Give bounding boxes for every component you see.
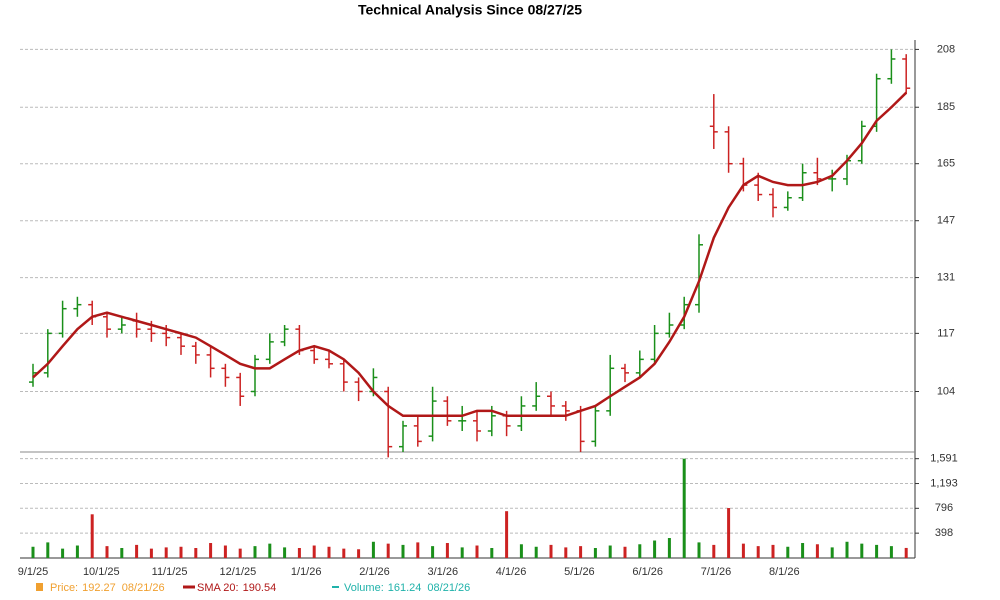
volume-bar xyxy=(105,546,109,558)
volume-bar xyxy=(445,543,449,558)
volume-bar xyxy=(904,547,908,558)
y-tick-label: 796 xyxy=(935,502,953,514)
chart-title: Technical Analysis Since 08/27/25 xyxy=(358,2,582,18)
volume-bar xyxy=(667,538,671,558)
y-tick-label: 1,591 xyxy=(930,453,958,465)
volume-bar xyxy=(312,545,316,558)
y-tick-label: 147 xyxy=(937,215,955,227)
y-tick-label: 131 xyxy=(937,271,955,283)
volume-bar xyxy=(31,546,35,558)
volume-bar xyxy=(889,546,893,558)
x-tick-label: 2/1/26 xyxy=(359,566,390,578)
volume-bar xyxy=(268,543,272,558)
x-tick-label: 6/1/26 xyxy=(632,566,663,578)
volume-bar xyxy=(401,544,405,558)
volume-bar xyxy=(505,511,509,558)
volume-bar xyxy=(534,546,538,558)
volume-bar xyxy=(357,549,361,558)
x-tick-label: 12/1/25 xyxy=(220,566,257,578)
volume-bar xyxy=(297,548,301,558)
x-tick-label: 5/1/26 xyxy=(564,566,595,578)
y-tick-label: 104 xyxy=(937,385,955,397)
volume-bar xyxy=(771,544,775,558)
legend-date: 08/21/26 xyxy=(122,582,165,594)
volume-bar xyxy=(608,545,612,558)
x-tick-label: 1/1/26 xyxy=(291,566,322,578)
volume-bar xyxy=(61,548,65,558)
volume-bar xyxy=(386,543,390,558)
y-tick-label: 398 xyxy=(935,527,953,539)
volume-bar xyxy=(475,545,479,558)
volume-bar xyxy=(593,548,597,558)
volume-bar xyxy=(135,544,139,558)
volume-bar xyxy=(623,546,627,558)
legend-swatch xyxy=(36,583,43,591)
legend-text: Price: 192.27 08/21/26 xyxy=(50,582,165,594)
legend-label: Price: xyxy=(50,582,78,594)
volume-bar xyxy=(830,547,834,558)
legend-value: 190.54 xyxy=(243,582,277,594)
volume-bar xyxy=(519,544,523,558)
x-tick-label: 3/1/26 xyxy=(428,566,459,578)
legend-date: 08/21/26 xyxy=(427,582,470,594)
volume-bar xyxy=(490,548,494,558)
volume-bar xyxy=(342,548,346,558)
volume-bar xyxy=(682,458,686,558)
volume-bar xyxy=(460,547,464,558)
volume-bar xyxy=(223,545,227,558)
volume-bar xyxy=(431,546,435,558)
volume-bar xyxy=(283,547,287,558)
x-tick-label: 7/1/26 xyxy=(701,566,732,578)
volume-bar xyxy=(549,544,553,558)
y-tick-label: 208 xyxy=(937,43,955,55)
volume-bar xyxy=(164,547,168,558)
x-tick-label: 9/1/25 xyxy=(18,566,49,578)
volume-bar xyxy=(638,544,642,558)
y-tick-label: 1,193 xyxy=(930,477,958,489)
volume-bar xyxy=(371,541,375,558)
y-tick-label: 117 xyxy=(937,327,955,339)
volume-bar xyxy=(727,508,731,558)
volume-bar xyxy=(564,547,568,558)
volume-bar xyxy=(46,542,50,558)
volume-bar xyxy=(875,544,879,558)
volume-bar xyxy=(253,546,257,558)
legend-text: Volume: 161.24 08/21/26 xyxy=(344,582,470,594)
volume-bar xyxy=(75,545,79,558)
volume-bar xyxy=(756,546,760,558)
volume-bar xyxy=(653,540,657,558)
x-tick-label: 4/1/26 xyxy=(496,566,527,578)
volume-bar xyxy=(712,544,716,558)
legend-label: SMA 20: xyxy=(197,582,239,594)
volume-bar xyxy=(801,543,805,558)
legend-text: SMA 20: 190.54 xyxy=(197,582,276,594)
volume-bar xyxy=(149,548,153,558)
x-tick-label: 11/1/25 xyxy=(152,566,188,578)
volume-bar xyxy=(416,542,420,558)
legend-value: 192.27 xyxy=(82,582,116,594)
volume-bar xyxy=(179,546,183,558)
volume-bar xyxy=(579,546,583,558)
volume-bar xyxy=(860,543,864,558)
volume-bar xyxy=(194,548,198,558)
volume-bar xyxy=(815,544,819,558)
legend-label: Volume: xyxy=(344,582,384,594)
y-tick-label: 165 xyxy=(937,158,955,170)
volume-bar xyxy=(90,514,94,558)
sma-line xyxy=(32,91,908,418)
volume-bar xyxy=(845,541,849,558)
volume-bar xyxy=(209,543,213,558)
volume-bar xyxy=(786,546,790,558)
x-tick-label: 10/1/25 xyxy=(83,566,120,578)
x-tick-label: 8/1/26 xyxy=(769,566,800,578)
volume-bar xyxy=(741,543,745,558)
legend-value: 161.24 xyxy=(388,582,422,594)
volume-bar xyxy=(238,548,242,558)
volume-bar xyxy=(327,546,331,558)
volume-bar xyxy=(697,542,701,558)
volume-bar xyxy=(120,548,124,558)
y-tick-label: 185 xyxy=(937,101,955,113)
